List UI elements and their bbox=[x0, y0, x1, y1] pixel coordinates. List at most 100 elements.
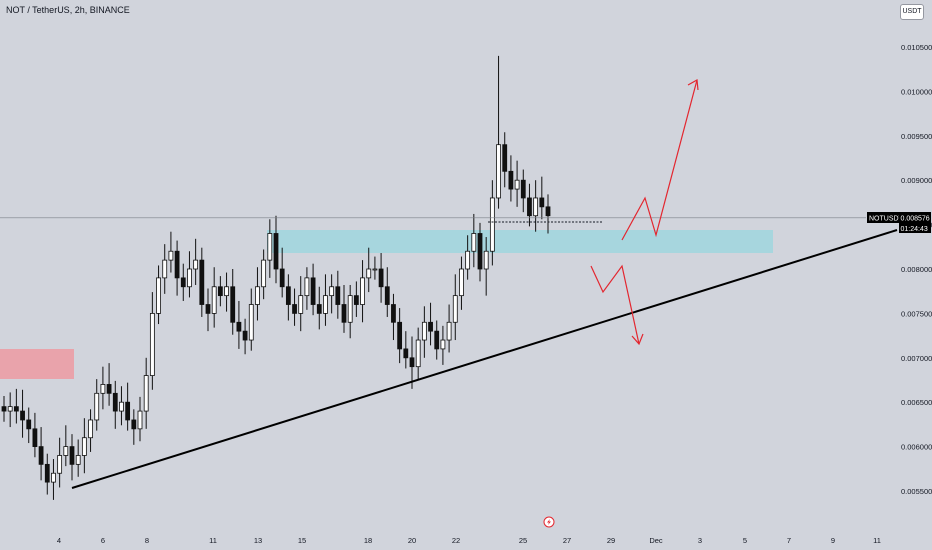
price-tick: 0.010500 bbox=[901, 43, 932, 52]
candle-body bbox=[273, 233, 279, 270]
time-tick: 22 bbox=[452, 536, 460, 545]
time-tick: 3 bbox=[698, 536, 702, 545]
ascending-trendline[interactable] bbox=[71, 229, 898, 489]
candle-body bbox=[477, 233, 483, 270]
candle-body bbox=[187, 268, 192, 288]
zones-layer bbox=[0, 230, 773, 379]
time-tick: 18 bbox=[364, 536, 372, 545]
candle-body bbox=[502, 144, 508, 172]
time-tick: 15 bbox=[298, 536, 306, 545]
candle-body bbox=[119, 401, 124, 412]
candle-body bbox=[421, 321, 427, 341]
candle-body bbox=[44, 463, 50, 483]
support-zone-blue bbox=[267, 230, 773, 253]
currency-button[interactable]: USDT bbox=[900, 4, 924, 20]
candle-body bbox=[360, 277, 365, 305]
candle-body bbox=[193, 259, 199, 270]
candle-body bbox=[533, 197, 539, 217]
price-tick: 0.006000 bbox=[901, 443, 932, 452]
time-tick: 4 bbox=[57, 536, 61, 545]
symbol-label: NOTUSDT bbox=[869, 216, 904, 223]
candle-body bbox=[545, 206, 551, 217]
time-tick: 13 bbox=[254, 536, 262, 545]
candle-body bbox=[366, 268, 372, 279]
candle-body bbox=[32, 428, 38, 447]
candle-body bbox=[304, 277, 310, 297]
countdown-value: 01:24:43 bbox=[901, 226, 928, 233]
bullish-arrow-head bbox=[687, 79, 699, 91]
candle-body bbox=[100, 384, 106, 394]
candle-body bbox=[391, 304, 396, 323]
time-tick: 6 bbox=[101, 536, 105, 545]
time-tick: Dec bbox=[649, 536, 663, 545]
time-tick: 7 bbox=[787, 536, 791, 545]
candle-body bbox=[211, 286, 217, 314]
candle-body bbox=[162, 259, 168, 279]
candle-body bbox=[261, 259, 267, 288]
bearish-path-arrow[interactable] bbox=[590, 264, 640, 345]
candle-body bbox=[174, 250, 180, 279]
price-tick: 0.009000 bbox=[901, 176, 932, 185]
candle-body bbox=[341, 304, 347, 323]
price-tick: 0.007500 bbox=[901, 309, 932, 318]
candle-body bbox=[63, 446, 69, 456]
price-tick: 0.008000 bbox=[901, 265, 932, 274]
time-tick: 8 bbox=[145, 536, 149, 545]
candle-body bbox=[112, 392, 118, 412]
candle-body bbox=[180, 277, 186, 288]
lightning-icon[interactable] bbox=[543, 516, 555, 528]
candle-body bbox=[168, 250, 174, 261]
supply-zone-red bbox=[0, 349, 74, 379]
candle-body bbox=[26, 419, 32, 430]
candle-body bbox=[539, 197, 545, 208]
time-tick: 27 bbox=[563, 536, 571, 545]
candle-body bbox=[489, 197, 495, 252]
candle-body bbox=[106, 384, 112, 394]
candle-body bbox=[149, 312, 155, 376]
candles-layer bbox=[1, 55, 551, 500]
candle-body bbox=[496, 144, 501, 199]
candle-body bbox=[471, 233, 477, 252]
candle-body bbox=[20, 410, 25, 421]
price-axis[interactable]: 0.0105000.0100000.0095000.0090000.008500… bbox=[901, 43, 932, 496]
candle-body bbox=[323, 295, 328, 314]
time-tick: 9 bbox=[831, 536, 835, 545]
candle-body bbox=[347, 295, 353, 323]
candle-body bbox=[520, 179, 526, 199]
price-tick: 0.006500 bbox=[901, 398, 932, 407]
bearish-arrow-head bbox=[631, 333, 644, 346]
candle-body bbox=[514, 179, 520, 190]
candle-body bbox=[94, 392, 100, 421]
candle-body bbox=[428, 321, 433, 332]
time-tick: 11 bbox=[873, 536, 881, 545]
candle-body bbox=[242, 330, 248, 341]
candle-body bbox=[81, 437, 87, 456]
time-tick: 20 bbox=[408, 536, 416, 545]
candle-body bbox=[217, 286, 223, 297]
last-price-label: NOTUSDT 0.008576 01:24:43 bbox=[867, 212, 931, 233]
candle-body bbox=[409, 357, 415, 368]
candle-body bbox=[335, 286, 341, 305]
candle-body bbox=[397, 321, 403, 350]
price-tick: 0.007000 bbox=[901, 354, 932, 363]
candle-body bbox=[205, 304, 211, 314]
price-tick: 0.010000 bbox=[901, 87, 932, 96]
candle-body bbox=[446, 321, 452, 341]
price-tick: 0.005500 bbox=[901, 487, 932, 496]
candle-body bbox=[255, 286, 260, 305]
time-tick: 29 bbox=[607, 536, 615, 545]
candle-body bbox=[69, 446, 75, 465]
candle-body bbox=[415, 339, 421, 368]
candle-body bbox=[88, 419, 93, 439]
candle-body bbox=[51, 472, 56, 483]
candle-body bbox=[199, 259, 205, 305]
time-tick: 11 bbox=[209, 536, 217, 545]
candle-body bbox=[384, 286, 390, 305]
bullish-path-arrow[interactable] bbox=[621, 79, 698, 241]
candle-body bbox=[353, 295, 359, 305]
candle-body bbox=[267, 233, 273, 261]
time-axis[interactable]: 4 6 8 11 13 15 18 20 22 25 27 29 Dec 3 5 7 9 11 bbox=[57, 536, 881, 545]
candle-body bbox=[483, 250, 489, 270]
candle-body bbox=[156, 277, 161, 314]
